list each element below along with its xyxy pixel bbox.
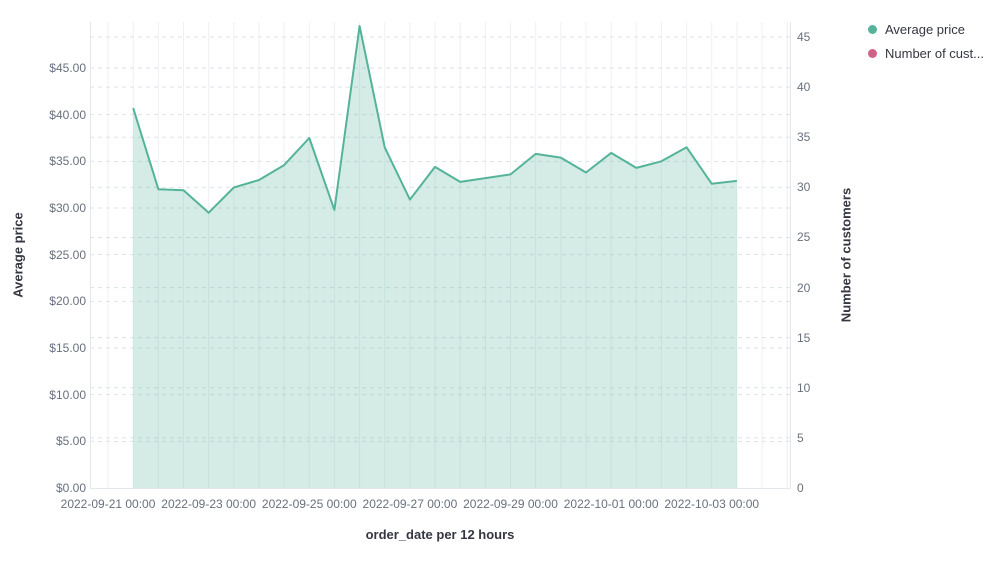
y-axis-left-tick-label: $15.00 [49,341,86,355]
y-axis-right-tick-label: 5 [797,430,804,445]
y-axis-right-tick-label: 20 [797,280,811,295]
y-axis-left-tick-label: $5.00 [55,434,86,449]
y-axis-right-tick-label: 45 [797,30,811,45]
y-axis-left-title: Average price [10,212,26,298]
y-axis-right-tick-label: 35 [797,130,811,145]
x-axis-tick-label: 2022-10-01 00:00 [563,497,659,511]
y-axis-left-tick-label: $25.00 [49,247,86,262]
y-axis-left-tick-label: $30.00 [49,201,86,215]
y-axis-right-title: Number of customers [838,187,854,323]
x-axis-tick-label: 2022-09-21 00:00 [60,497,156,511]
legend-item-average-price[interactable]: Average price [868,22,984,37]
y-axis-right-tick-label: 15 [797,330,811,345]
legend-item-number-of-customers[interactable]: Number of cust... [868,46,984,61]
x-axis-tick-label: 2022-09-25 00:00 [261,497,357,511]
x-axis-title: order_date per 12 hours [365,527,515,542]
y-axis-left-tick-label: $0.00 [55,481,86,495]
y-axis-left-tick-label: $20.00 [49,294,86,309]
y-axis-left-tick-label: $35.00 [49,154,86,169]
y-axis-right-tick-label: 10 [797,380,811,395]
y-axis-left-tick-label: $10.00 [49,387,86,402]
y-axis-left-tick-label: $40.00 [49,107,86,122]
y-axis-right-tick-label: 0 [797,481,804,495]
x-axis-tick-label: 2022-09-23 00:00 [161,497,257,511]
y-axis-left-tick-label: $45.00 [49,61,86,75]
x-axis-tick-label: 2022-10-03 00:00 [664,497,760,511]
legend-item-label: Number of cust... [885,46,984,61]
legend-color-dot-icon [868,49,877,58]
y-axis-right-tick-label: 40 [797,80,811,95]
legend: Average price Number of cust... [868,22,984,61]
y-axis-right-tick-label: 30 [797,180,811,195]
x-axis-tick-label: 2022-09-29 00:00 [463,497,558,511]
x-axis-tick-label: 2022-09-27 00:00 [362,497,458,511]
axis-lines [90,22,791,489]
legend-item-label: Average price [885,22,965,37]
area-series-average-price [133,26,737,488]
y-axis-right-tick-label: 25 [797,230,811,245]
line-series-average-price [132,25,738,214]
legend-color-dot-icon [868,25,877,34]
